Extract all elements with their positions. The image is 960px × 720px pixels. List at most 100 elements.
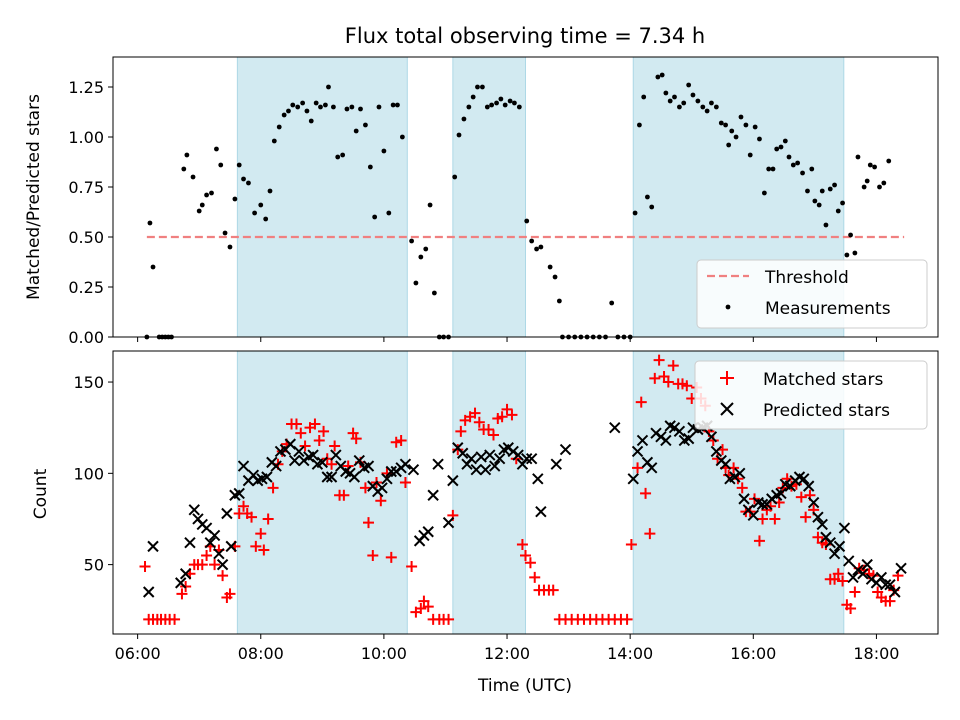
measurement-point bbox=[246, 180, 251, 186]
predicted-star-point bbox=[550, 458, 562, 470]
measurement-point bbox=[423, 246, 429, 252]
top-legend-box bbox=[696, 259, 928, 329]
matched-star-point bbox=[795, 491, 807, 503]
matched-star-point bbox=[455, 425, 467, 437]
predicted-star-point bbox=[803, 480, 815, 492]
measurement-point bbox=[659, 72, 665, 78]
matched-star-point bbox=[246, 511, 258, 523]
measurement-point bbox=[877, 184, 882, 190]
predicted-star-point bbox=[493, 453, 506, 465]
measurement-point bbox=[672, 94, 677, 100]
predicted-star-point bbox=[381, 473, 393, 485]
matched-star-point bbox=[832, 568, 844, 580]
matched-star-point bbox=[422, 601, 434, 613]
bottom-x-tick-label: 10:00 bbox=[361, 644, 407, 663]
measurement-point bbox=[743, 122, 749, 128]
measurement-point bbox=[733, 134, 739, 140]
predicted-star-point bbox=[216, 558, 229, 571]
matched-star-point bbox=[644, 528, 656, 540]
predicted-star-point bbox=[631, 445, 644, 458]
measurement-point bbox=[636, 122, 642, 128]
matched-star-point bbox=[837, 575, 849, 587]
predicted-star-point bbox=[188, 504, 200, 516]
measurement-point bbox=[276, 124, 282, 130]
predicted-star-point bbox=[484, 449, 496, 461]
measurement-point bbox=[709, 100, 714, 106]
measurement-point bbox=[861, 184, 867, 190]
measurement-point bbox=[805, 188, 810, 194]
measurement-point bbox=[852, 250, 858, 256]
predicted-star-point bbox=[432, 458, 444, 470]
matched-star-point bbox=[469, 407, 481, 419]
predicted-star-point bbox=[489, 460, 501, 472]
bottom-x-ticks: 06:00 08:00 10:00 12:00 14:00 16:00 18:00 bbox=[115, 634, 899, 663]
measurement-point bbox=[872, 164, 877, 170]
measurement-point bbox=[318, 104, 323, 110]
measurement-point bbox=[326, 84, 331, 90]
measurement-point bbox=[304, 108, 310, 114]
matched-star-point bbox=[649, 372, 661, 384]
measurement-point bbox=[534, 246, 539, 252]
predicted-star-point bbox=[705, 431, 718, 443]
measurement-point bbox=[271, 138, 277, 144]
measurement-point bbox=[358, 106, 363, 112]
measurement-point bbox=[864, 178, 870, 184]
bottom-shaded-interval-1 bbox=[452, 350, 526, 635]
predicted-star-point bbox=[738, 493, 750, 505]
matched-star-point bbox=[390, 436, 402, 448]
top-y-tick-label: 0.75 bbox=[68, 178, 104, 197]
bottom-y-tick-label: 50 bbox=[84, 556, 104, 575]
matched-star-point bbox=[399, 476, 411, 488]
matched-star-point bbox=[520, 549, 531, 561]
predicted-star-point bbox=[225, 540, 237, 553]
predicted-star-point bbox=[442, 516, 455, 529]
measurement-point bbox=[372, 214, 378, 220]
measurement-point bbox=[809, 166, 815, 172]
predicted-star-point bbox=[609, 421, 621, 434]
predicted-star-point bbox=[208, 529, 221, 542]
predicted-star-point bbox=[857, 568, 869, 580]
measurement-point bbox=[832, 182, 837, 188]
measurement-point bbox=[649, 204, 655, 210]
matched-star-point bbox=[367, 549, 379, 561]
matched-star-point bbox=[635, 396, 647, 408]
measurement-point bbox=[286, 108, 291, 114]
measurement-point bbox=[150, 264, 156, 270]
measurement-point bbox=[695, 98, 701, 104]
measurement-point bbox=[507, 98, 513, 104]
measurement-point bbox=[313, 100, 319, 106]
predicted-star-point bbox=[812, 511, 824, 523]
measurement-point bbox=[677, 104, 682, 110]
predicted-star-point bbox=[884, 578, 896, 591]
predicted-star-point bbox=[682, 432, 695, 445]
predicted-star-point bbox=[143, 586, 155, 598]
bottom-x-tick-label: 08:00 bbox=[238, 644, 284, 663]
predicted-star-point bbox=[559, 443, 572, 456]
bottom-legend-box bbox=[694, 360, 928, 430]
predicted-star-point bbox=[719, 458, 732, 470]
measurement-point bbox=[222, 230, 228, 236]
measurement-point bbox=[427, 202, 433, 208]
measurement-point bbox=[181, 166, 187, 172]
measurement-point bbox=[227, 244, 233, 250]
bottom-x-tick-label: 16:00 bbox=[730, 644, 776, 663]
matched-star-point bbox=[217, 570, 229, 582]
measurement-point bbox=[480, 84, 485, 90]
matched-star-point bbox=[169, 613, 181, 625]
predicted-star-point bbox=[325, 471, 338, 483]
measurement-point bbox=[214, 146, 219, 152]
top-panel: 0.00 0.25 0.50 0.75 1.00 1.25 Matched/Predict… bbox=[24, 56, 939, 347]
measurement-point bbox=[726, 142, 732, 148]
predicted-star-point bbox=[660, 434, 672, 447]
matched-star-point bbox=[501, 403, 513, 415]
measurement-point bbox=[502, 102, 508, 108]
measurement-point bbox=[431, 290, 437, 296]
predicted-star-point bbox=[636, 434, 649, 447]
measurement-point bbox=[713, 104, 719, 110]
predicted-star-point bbox=[316, 456, 329, 469]
measurement-point bbox=[489, 102, 495, 108]
matched-star-point bbox=[309, 418, 321, 430]
measurement-point bbox=[663, 90, 669, 96]
matched-star-point bbox=[224, 588, 236, 600]
top-y-tick-label: 1.00 bbox=[68, 128, 104, 147]
